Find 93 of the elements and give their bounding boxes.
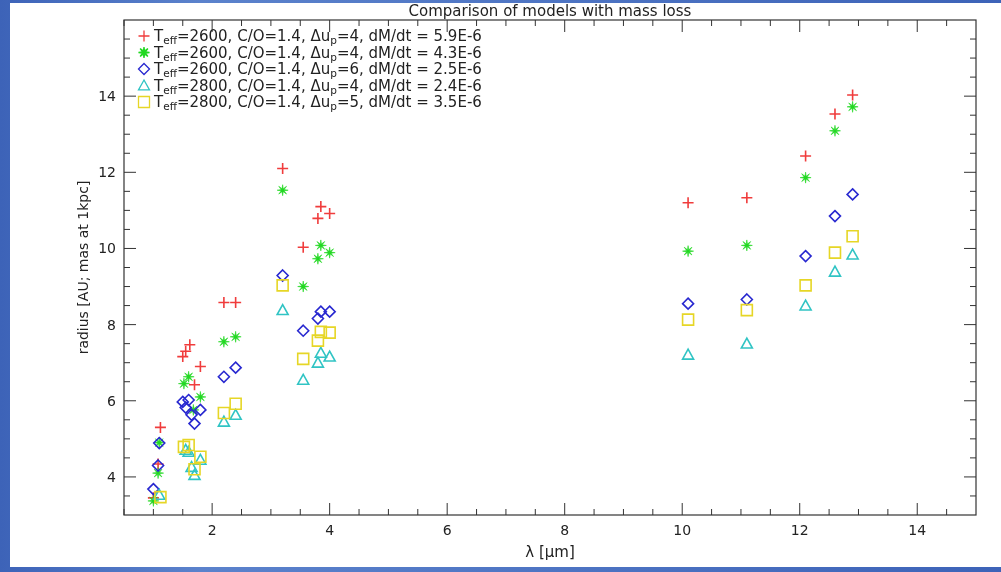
point [296, 373, 310, 386]
point [799, 171, 812, 184]
point [276, 303, 289, 316]
point [740, 303, 754, 317]
point [179, 344, 192, 358]
point [188, 468, 201, 481]
x-tick-label: 8 [560, 522, 570, 538]
y-tick-label: 6 [107, 392, 117, 409]
point [188, 417, 201, 430]
point [296, 241, 310, 254]
point [276, 279, 289, 292]
point [276, 162, 289, 175]
point [194, 403, 207, 417]
point [312, 252, 324, 265]
point [229, 408, 242, 421]
x-tick-label: 14 [908, 522, 927, 538]
point [681, 196, 695, 210]
point [311, 212, 325, 225]
point [217, 406, 231, 420]
point [217, 370, 231, 384]
point [152, 467, 164, 479]
point [297, 280, 310, 293]
point [846, 101, 859, 113]
point [740, 191, 754, 205]
x-tick-label: 4 [325, 522, 335, 538]
point [681, 348, 695, 360]
point [147, 482, 160, 496]
point [740, 293, 754, 306]
point [229, 397, 242, 411]
point [828, 265, 842, 277]
y-tick-label: 8 [107, 316, 116, 333]
point [799, 299, 812, 311]
point [828, 209, 842, 223]
point [846, 248, 859, 260]
point [799, 249, 812, 263]
point [296, 352, 310, 366]
point [179, 401, 192, 414]
point [217, 415, 231, 427]
point [176, 350, 190, 363]
point [740, 337, 754, 349]
x-tick-label: 2 [207, 522, 217, 538]
point [846, 88, 859, 102]
point [311, 356, 325, 368]
y-tick-label: 4 [107, 468, 117, 485]
point [188, 378, 201, 392]
point [229, 361, 242, 374]
point [323, 350, 336, 362]
point [846, 229, 859, 243]
point [681, 297, 695, 310]
x-tick-label: 6 [442, 522, 452, 538]
point [182, 438, 195, 452]
point [229, 296, 242, 309]
x-axis-title: λ [μm] [525, 543, 575, 561]
point [323, 326, 336, 339]
point [799, 149, 812, 163]
point [311, 312, 325, 325]
point [194, 391, 207, 403]
point [182, 393, 195, 407]
point [311, 334, 325, 347]
point [276, 269, 289, 282]
y-axis-title: radius [AU; mas at 1kpc] [75, 180, 91, 355]
point [154, 421, 167, 434]
point [846, 188, 859, 201]
point [314, 325, 328, 339]
point [296, 324, 310, 338]
point [176, 395, 190, 409]
y-tick-label: 14 [98, 88, 117, 105]
point [799, 279, 812, 292]
point [828, 107, 842, 121]
point [829, 125, 841, 137]
point [194, 360, 207, 373]
chart-title: Comparison of models with mass loss [408, 2, 692, 20]
point [323, 246, 336, 259]
point [217, 296, 231, 309]
point [185, 408, 198, 422]
point [682, 245, 694, 257]
point [741, 239, 753, 252]
point [323, 305, 336, 318]
point [828, 246, 842, 259]
point [314, 305, 328, 318]
point [183, 338, 197, 352]
y-tick-label: 12 [98, 164, 116, 181]
point [178, 377, 190, 390]
point [276, 184, 289, 196]
point [314, 346, 328, 358]
point [681, 313, 695, 326]
point [218, 335, 230, 348]
point [315, 239, 327, 252]
point [182, 370, 195, 383]
point [229, 331, 242, 343]
x-tick-label: 12 [790, 522, 809, 538]
y-tick-label: 10 [98, 240, 116, 257]
x-tick-label: 10 [673, 522, 692, 538]
